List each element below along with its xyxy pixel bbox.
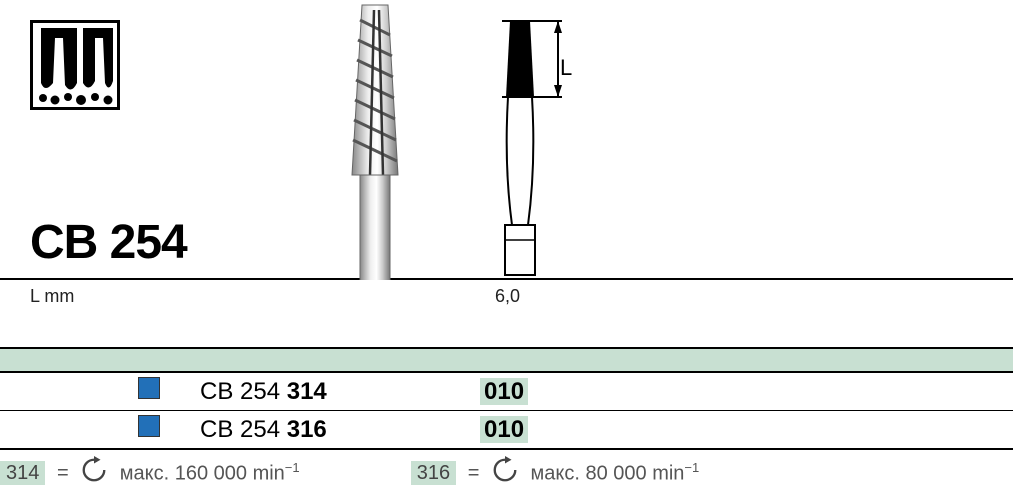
table-row: CB 254 316 010 [0, 411, 1013, 450]
size-code: 010 [480, 378, 528, 405]
max-rpm: макс. 80 000 min−1 [527, 460, 700, 486]
color-band [0, 347, 1013, 373]
header-section: CB 254 [0, 0, 1013, 280]
table-row: CB 254 314 010 [0, 373, 1013, 411]
marker-icon [138, 415, 160, 437]
product-ref: CB 254 314 [200, 373, 480, 411]
size-code: 010 [480, 416, 528, 443]
product-ref: CB 254 316 [200, 411, 480, 450]
product-title: CB 254 [30, 215, 187, 270]
shank-code: 314 [0, 461, 45, 485]
length-label: L mm [30, 286, 490, 307]
footer-specs: 314 = макс. 160 000 min−1 316 = макс. 80… [0, 450, 1013, 490]
application-icon [30, 20, 120, 110]
spec-table: CB 254 314 010 CB 254 316 010 [0, 373, 1013, 450]
length-row: L mm 6,0 [0, 280, 1013, 347]
length-value: 6,0 [495, 286, 520, 307]
shank-code: 316 [411, 461, 456, 485]
bur-schematic [490, 15, 560, 280]
bur-photo [330, 0, 420, 280]
rotation-icon [491, 456, 521, 490]
max-rpm: макс. 160 000 min−1 [116, 460, 300, 486]
dimension-letter: L [560, 55, 572, 81]
product-sheet: CB 254 [0, 0, 1013, 490]
marker-icon [138, 377, 160, 399]
rotation-icon [80, 456, 110, 490]
